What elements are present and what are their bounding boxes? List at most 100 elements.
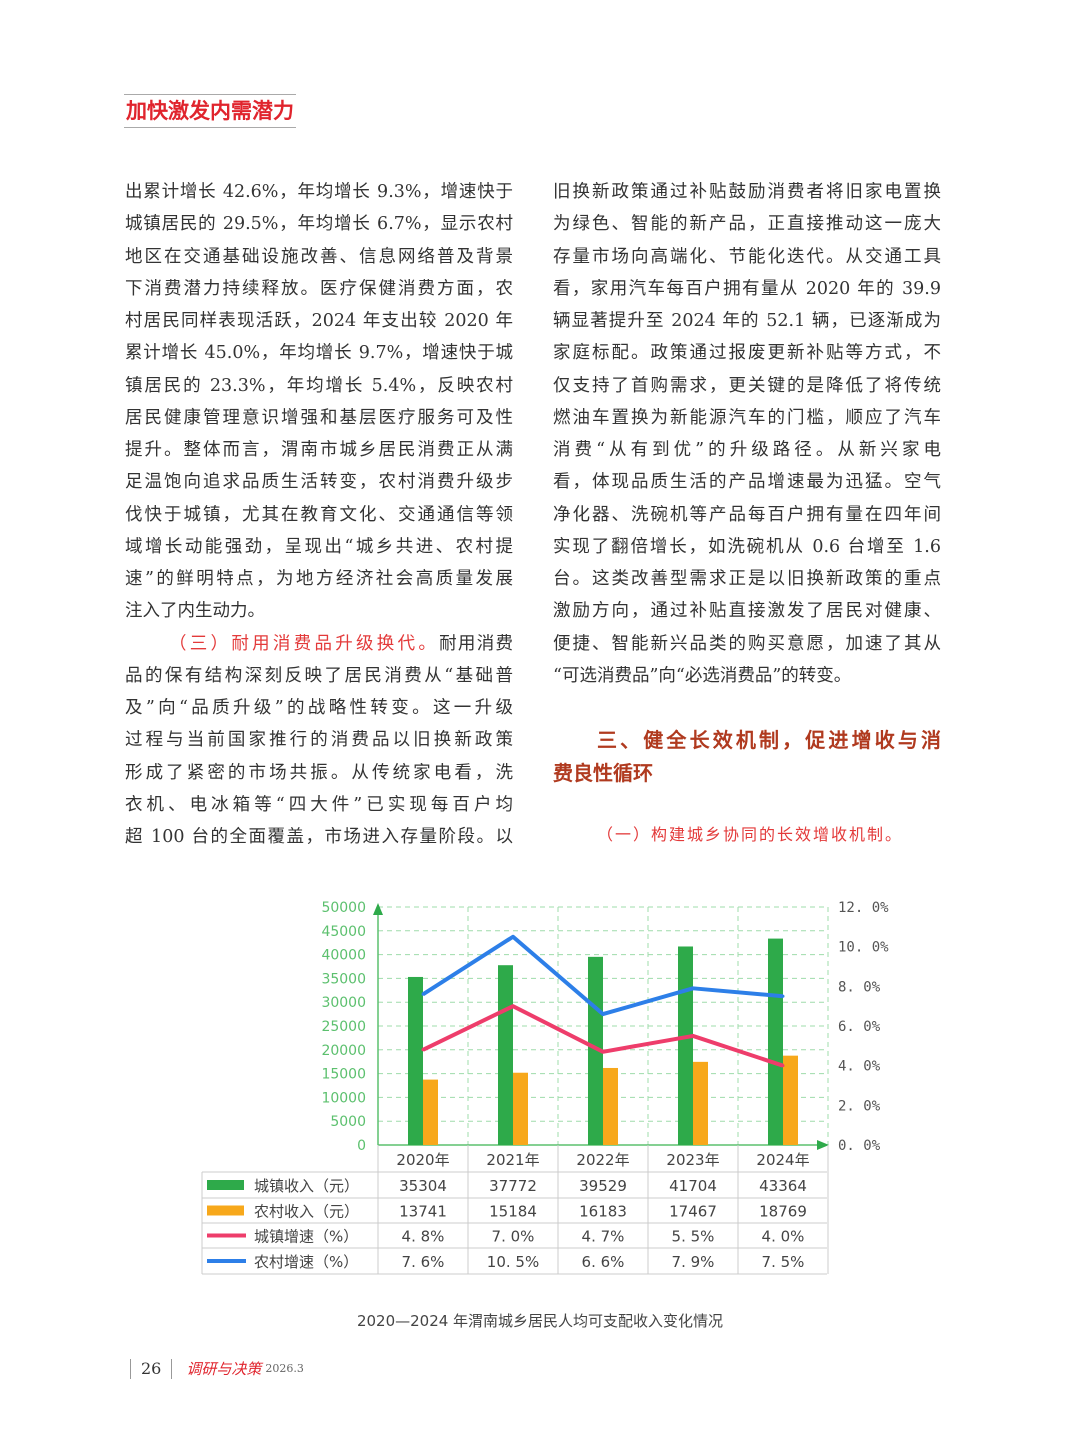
- text-line: 速”的鲜明特点，为地方经济社会高质量发展: [125, 569, 513, 589]
- legend-swatch: [207, 1180, 244, 1190]
- data-label: 10. 5%: [487, 1253, 539, 1271]
- right-column: 旧换新政策通过补贴鼓励消费者将旧家电置换 为绿色、智能的新产品，正直接推动这一庞大…: [553, 176, 941, 851]
- legend-label: 城镇收入（元）: [254, 1177, 359, 1195]
- section-heading-line: 费良性循环: [553, 760, 653, 785]
- left-axis-tick: 0: [357, 1138, 366, 1154]
- right-axis-tick: 4. 0%: [838, 1059, 881, 1075]
- data-label: 35304: [399, 1177, 447, 1195]
- bar-rural-income: [513, 1072, 528, 1145]
- data-label: 7. 0%: [492, 1228, 535, 1246]
- category-label: 2022年: [576, 1151, 629, 1169]
- bar-rural-income: [603, 1067, 618, 1145]
- text-line: 燃油车置换为新能源汽车的门槛，顺应了汽车: [553, 407, 941, 428]
- data-point: [511, 935, 515, 939]
- right-axis-tick: 8. 0%: [838, 979, 881, 995]
- text-line: 为绿色、智能的新产品，正直接推动这一庞大: [553, 214, 941, 235]
- text-line: 便捷、智能新兴品类的购买意愿，加速了其从: [553, 633, 941, 654]
- text-line: 实现了翻倍增长，如洗碗机从 0.6 台增至 1.6: [553, 536, 941, 557]
- legend-label: 农村收入（元）: [254, 1203, 359, 1221]
- text-line: 足温饱向追求品质生活转变，农村消费升级步: [125, 472, 513, 493]
- data-label: 18769: [759, 1203, 807, 1221]
- data-label: 4. 0%: [762, 1228, 805, 1246]
- left-axis-tick: 40000: [321, 948, 366, 964]
- text-line: 旧换新政策通过补贴鼓励消费者将旧家电置换: [553, 182, 941, 202]
- data-point: [601, 1050, 605, 1054]
- left-axis-tick: 25000: [321, 1019, 366, 1035]
- chart-caption: 2020—2024 年渭南城乡居民人均可支配收入变化情况: [356, 1312, 724, 1330]
- data-label: 15184: [489, 1203, 537, 1221]
- data-label: 17467: [669, 1203, 717, 1221]
- page-number: 26: [141, 1359, 162, 1378]
- left-axis-tick: 5000: [330, 1114, 366, 1130]
- text-line: 伐快于城镇，尤其在教育文化、交通通信等领: [125, 504, 513, 525]
- bar-urban-income: [498, 965, 513, 1145]
- text-line: 出累计增长 42.6%，年均增长 9.3%，增速快于: [125, 182, 513, 202]
- data-point: [781, 994, 785, 998]
- page-footer: 26 调研与决策 2026.3: [120, 1358, 304, 1379]
- data-point: [511, 1004, 515, 1008]
- text-line: 激励方向，通过补贴直接激发了居民对健康、: [553, 601, 941, 622]
- category-label: 2021年: [486, 1151, 539, 1169]
- right-axis-tick: 10. 0%: [838, 940, 889, 956]
- left-axis-tick: 50000: [321, 900, 366, 916]
- text-line: 台。这类改善型需求正是以旧换新政策的重点: [553, 569, 941, 589]
- text-line: “可选消费品”向“必选消费品”的转变。: [553, 665, 852, 686]
- left-column: 出累计增长 42.6%，年均增长 9.3%，增速快于 城镇居民的 29.5%，年均…: [125, 176, 513, 853]
- legend-label: 城镇增速（%）: [254, 1228, 358, 1246]
- data-label: 41704: [669, 1177, 717, 1195]
- text-line: 衣机、电冰箱等“四大件”已实现每百户均: [125, 794, 513, 815]
- text-line: 看，家用汽车每百户拥有量从 2020 年的 39.9: [553, 278, 941, 299]
- left-axis-tick: 45000: [321, 924, 366, 940]
- text-line: 域增长动能强劲，呈现出“城乡共进、农村提: [125, 536, 513, 557]
- text-line: 形成了紧密的市场共振。从传统家电看，洗: [125, 762, 513, 783]
- text-line: 仅支持了首购需求，更关键的是降低了将传统: [553, 375, 941, 396]
- right-axis-tick: 2. 0%: [838, 1098, 881, 1114]
- right-axis-tick: 6. 0%: [838, 1019, 881, 1035]
- left-axis-tick: 30000: [321, 995, 366, 1011]
- text-line: 居民健康管理意识增强和基层医疗服务可及性: [125, 407, 513, 428]
- bar-urban-income: [678, 946, 693, 1145]
- right-axis-tick: 12. 0%: [838, 900, 889, 916]
- data-point: [421, 992, 425, 996]
- text-line: 地区在交通基础设施改善、信息网络普及背景: [125, 246, 513, 267]
- section-tag: 加快激发内需潜力: [124, 94, 296, 128]
- income-chart: 0 5000 10000 15000 20000 25000 30000 35000 40000…: [201, 900, 889, 1275]
- text-line: 品的保有结构深刻反映了居民消费从“基础普: [125, 665, 513, 686]
- data-point: [781, 1064, 785, 1068]
- data-label: 6. 6%: [582, 1253, 625, 1271]
- category-label: 2020年: [396, 1151, 449, 1169]
- left-axis-tick: 15000: [321, 1067, 366, 1083]
- data-label: 7. 6%: [402, 1253, 445, 1271]
- subheading-3-line: （三）耐用消费品升级换代。耐用消费: [125, 628, 513, 660]
- data-label: 37772: [489, 1177, 537, 1195]
- data-point: [601, 1012, 605, 1016]
- subheading-3: （三）耐用消费品升级换代。: [169, 633, 440, 654]
- section-heading-line: 三、健全长效机制，促进增收与消: [597, 728, 941, 753]
- left-axis-tick: 20000: [321, 1043, 366, 1059]
- data-label: 4. 7%: [582, 1228, 625, 1246]
- divider: [130, 1358, 131, 1379]
- data-point: [421, 1048, 425, 1052]
- text-line: 下消费潜力持续释放。医疗保健消费方面，农: [125, 278, 513, 299]
- divider: [171, 1358, 173, 1379]
- issue-date: 2026.3: [265, 1362, 304, 1375]
- data-label: 7. 9%: [672, 1253, 715, 1271]
- text-line: 看，体现品质生活的产品增速最为迅猛。空气: [553, 472, 941, 493]
- category-label: 2024年: [756, 1151, 809, 1169]
- right-axis-tick: 0. 0%: [838, 1138, 881, 1154]
- data-label: 43364: [759, 1177, 807, 1195]
- text-line: 及”向“品质升级”的战略性转变。这一升级: [125, 698, 513, 718]
- legend-label: 农村增速（%）: [254, 1253, 358, 1271]
- left-axis-tick: 35000: [321, 971, 366, 987]
- text-line: 注入了内生动力。: [125, 601, 265, 622]
- body-text: 耐用消费: [439, 633, 513, 654]
- y-axis-arrow-icon: [373, 903, 383, 915]
- data-label: 4. 8%: [402, 1228, 445, 1246]
- text-line: 城镇居民的 29.5%，年均增长 6.7%，显示农村: [125, 214, 513, 235]
- text-line: 提升。整体而言，渭南市城乡居民消费正从满: [125, 440, 513, 460]
- text-line: 净化器、洗碗机等产品每百户拥有量在四年间: [553, 504, 941, 525]
- text-line: 存量市场向高端化、节能化迭代。从交通工具: [553, 246, 941, 267]
- left-axis-tick: 10000: [321, 1090, 366, 1106]
- data-label: 5. 5%: [672, 1228, 715, 1246]
- legend-swatch: [207, 1205, 244, 1216]
